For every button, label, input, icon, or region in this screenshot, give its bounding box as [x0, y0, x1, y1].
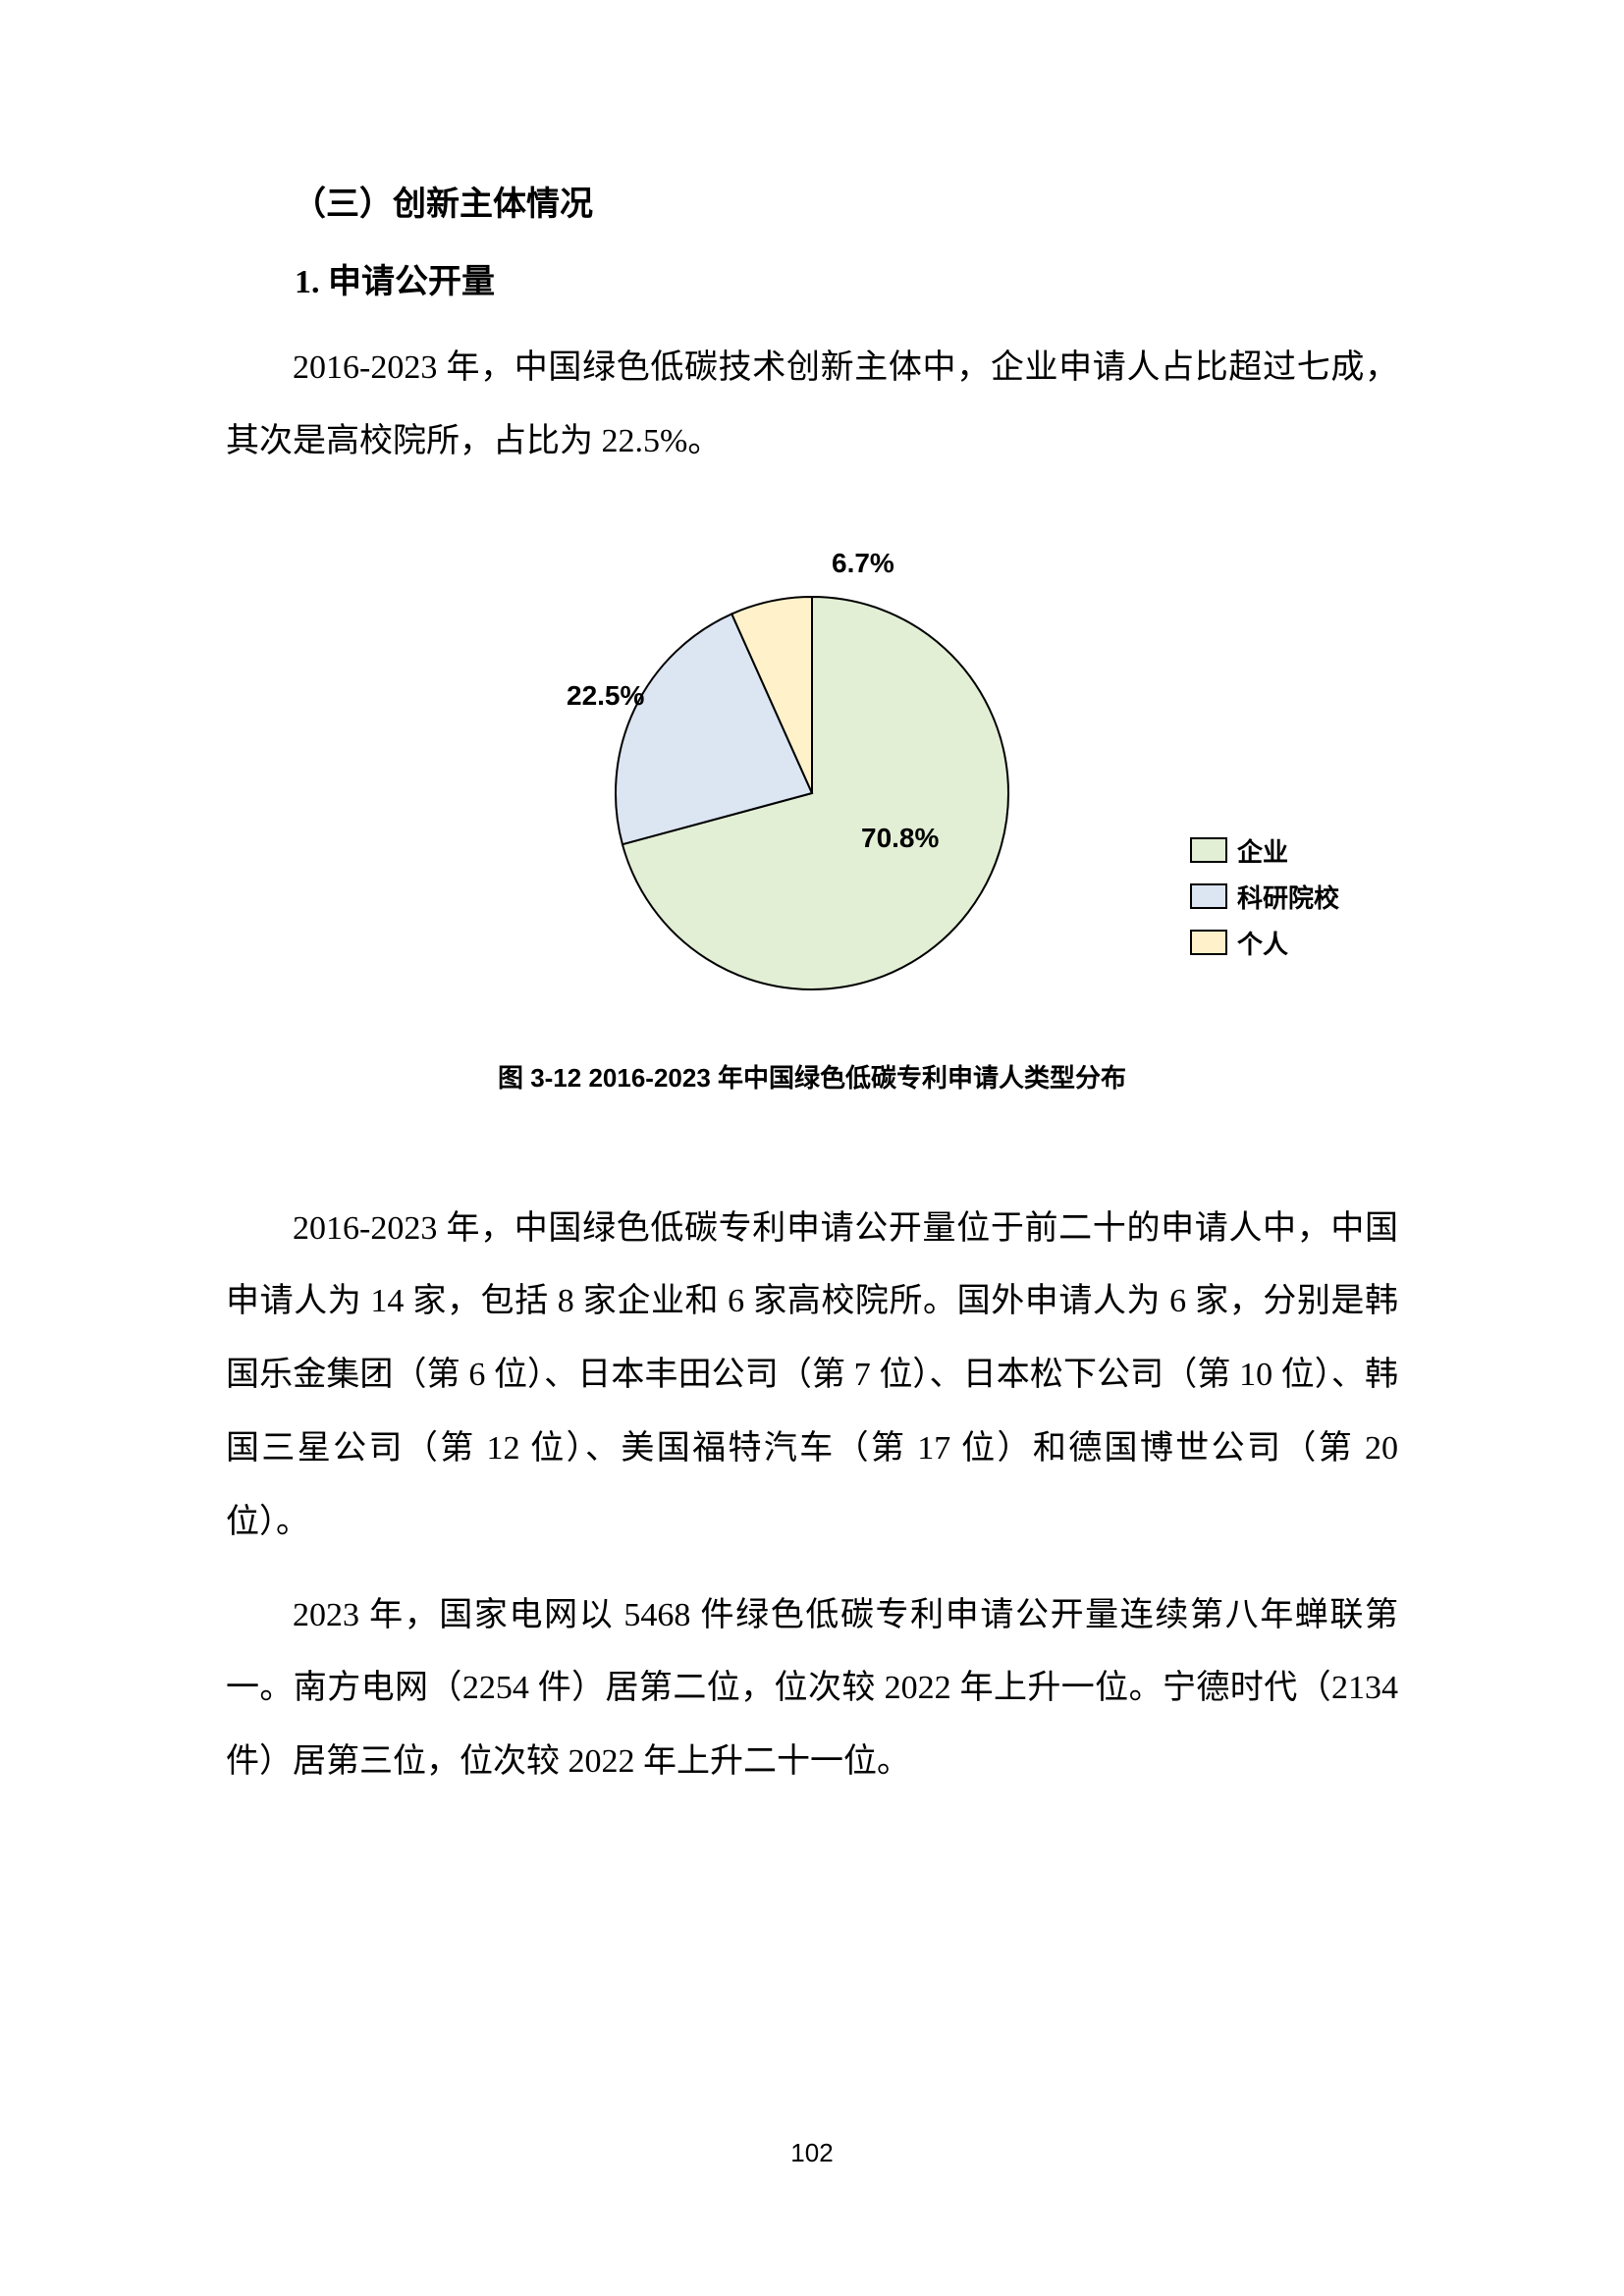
pie-label-2: 6.7% — [832, 548, 894, 579]
pie-svg — [468, 538, 1156, 1029]
legend-swatch-icon — [1190, 930, 1227, 955]
pie-label-0: 70.8% — [861, 823, 939, 854]
pie-label-1: 22.5% — [567, 680, 644, 712]
legend-label: 科研院校 — [1237, 879, 1339, 915]
heading-section-3: （三）创新主体情况 — [226, 177, 1398, 225]
paragraph-1: 2016-2023 年，中国绿色低碳技术创新主体中，企业申请人占比超过七成，其次… — [226, 332, 1398, 479]
legend-item-1: 科研院校 — [1190, 879, 1339, 915]
legend-swatch-icon — [1190, 837, 1227, 863]
legend-label: 个人 — [1237, 925, 1288, 961]
paragraph-3: 2023 年，国家电网以 5468 件绿色低碳专利申请公开量连续第八年蝉联第一。… — [226, 1579, 1398, 1799]
legend-label: 企业 — [1237, 832, 1288, 869]
legend-item-0: 企业 — [1190, 832, 1339, 869]
chart-caption: 图 3-12 2016-2023 年中国绿色低碳专利申请人类型分布 — [226, 1058, 1398, 1095]
legend-item-2: 个人 — [1190, 925, 1339, 961]
pie-chart: 70.8% 22.5% 6.7% — [468, 538, 1156, 1029]
heading-subsection-1: 1. 申请公开量 — [226, 254, 1398, 302]
pie-chart-container: 70.8% 22.5% 6.7% 企业科研院校个人 — [226, 538, 1398, 1029]
paragraph-2: 2016-2023 年，中国绿色低碳专利申请公开量位于前二十的申请人中，中国申请… — [226, 1193, 1398, 1560]
legend-swatch-icon — [1190, 883, 1227, 909]
page-content: （三）创新主体情况 1. 申请公开量 2016-2023 年，中国绿色低碳技术创… — [0, 0, 1624, 1799]
page-number: 102 — [0, 2138, 1624, 2168]
chart-legend: 企业科研院校个人 — [1190, 832, 1339, 971]
